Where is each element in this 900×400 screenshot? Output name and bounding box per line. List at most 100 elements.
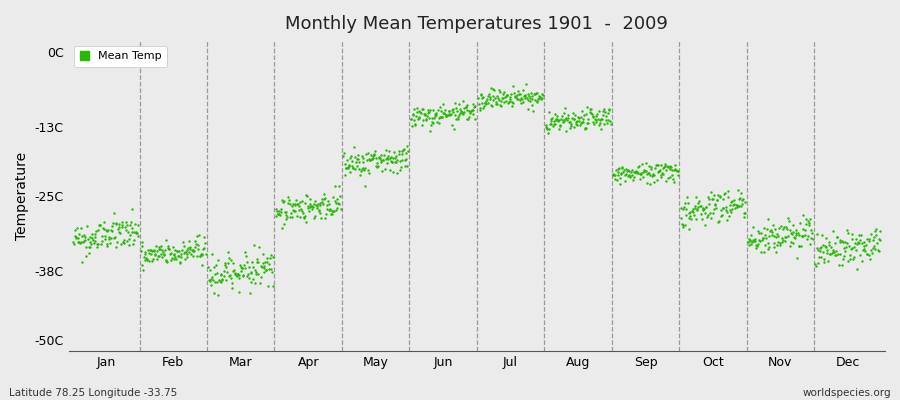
Point xyxy=(559,128,573,134)
Point xyxy=(385,158,400,165)
Point xyxy=(525,92,539,99)
Point xyxy=(223,274,238,281)
Point xyxy=(497,99,511,105)
Point xyxy=(446,109,460,116)
Point xyxy=(778,238,792,244)
Point xyxy=(427,106,441,113)
Point xyxy=(343,169,357,175)
Point xyxy=(804,227,818,233)
Point xyxy=(77,237,92,243)
Point xyxy=(252,244,266,250)
Point xyxy=(852,232,867,238)
Point xyxy=(636,166,651,173)
Point xyxy=(530,90,544,96)
Point xyxy=(246,263,260,270)
Point xyxy=(762,233,777,239)
Point xyxy=(399,156,413,162)
Point xyxy=(708,201,723,208)
Point xyxy=(287,200,302,207)
Point xyxy=(157,252,171,258)
Point xyxy=(742,236,757,242)
Point xyxy=(497,89,511,95)
Point xyxy=(725,198,740,204)
Point xyxy=(676,222,690,228)
Point xyxy=(226,268,240,274)
Point xyxy=(162,246,176,252)
Point xyxy=(72,238,86,245)
Point xyxy=(590,112,604,119)
Point xyxy=(250,256,265,262)
Point xyxy=(770,234,784,240)
Point xyxy=(319,215,333,221)
Point xyxy=(598,106,612,112)
Point xyxy=(657,164,671,170)
Point xyxy=(432,114,446,121)
Point xyxy=(86,237,101,243)
Point xyxy=(608,176,622,182)
Point xyxy=(716,204,730,211)
Point xyxy=(108,244,122,250)
Point xyxy=(664,164,679,170)
Point xyxy=(465,107,480,114)
Point xyxy=(316,200,330,207)
Point xyxy=(452,101,466,107)
Point xyxy=(742,238,757,244)
Point xyxy=(180,254,194,261)
Point xyxy=(660,162,674,169)
Point xyxy=(824,251,838,257)
Point xyxy=(872,236,886,242)
Point xyxy=(156,253,170,260)
Point xyxy=(581,116,596,122)
Point xyxy=(728,202,742,208)
Point xyxy=(619,168,634,174)
Point xyxy=(679,212,693,218)
Point xyxy=(75,233,89,239)
Point xyxy=(332,193,347,199)
Point xyxy=(544,116,559,122)
Point xyxy=(511,88,526,94)
Point xyxy=(176,239,190,245)
Point xyxy=(463,114,477,120)
Point xyxy=(386,155,400,161)
Point xyxy=(851,239,866,246)
Point xyxy=(225,280,239,286)
Point xyxy=(735,201,750,207)
Point xyxy=(220,269,234,276)
Point xyxy=(778,234,793,240)
Point xyxy=(70,235,85,241)
Point xyxy=(78,253,93,259)
Point xyxy=(249,258,264,265)
Point xyxy=(491,95,506,102)
Point xyxy=(119,226,133,233)
Point xyxy=(724,199,738,206)
Point xyxy=(114,222,129,228)
Point xyxy=(532,95,546,102)
Point xyxy=(142,257,157,264)
Point xyxy=(331,200,346,206)
Point xyxy=(196,244,211,251)
Point xyxy=(144,247,158,253)
Point xyxy=(310,203,324,209)
Point xyxy=(188,238,202,244)
Point xyxy=(706,195,720,202)
Point xyxy=(616,168,630,175)
Point xyxy=(215,276,230,282)
Point xyxy=(817,259,832,265)
Point xyxy=(715,212,729,219)
Point xyxy=(651,162,665,168)
Point xyxy=(520,96,535,103)
Point xyxy=(284,202,299,209)
Point xyxy=(857,246,871,253)
Point xyxy=(472,107,487,113)
Point xyxy=(313,210,328,216)
Point xyxy=(760,216,775,222)
Point xyxy=(455,98,470,104)
Point xyxy=(68,241,82,247)
Point xyxy=(354,168,368,174)
Point xyxy=(526,108,541,114)
Point xyxy=(491,100,505,107)
Point xyxy=(742,242,756,248)
Point xyxy=(782,243,796,250)
Point xyxy=(495,95,509,101)
Point xyxy=(304,203,319,209)
